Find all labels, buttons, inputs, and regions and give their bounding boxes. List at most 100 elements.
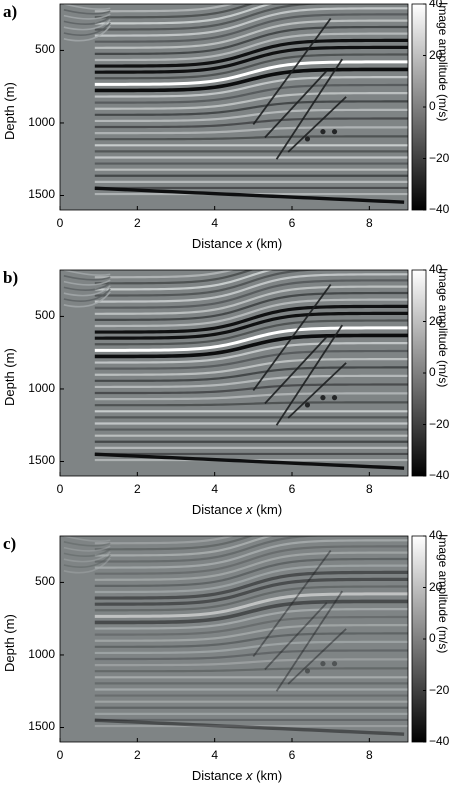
reflector	[94, 67, 408, 93]
colorbar-tick-label: −20	[429, 150, 450, 165]
reflector	[94, 539, 408, 569]
reflector	[94, 38, 408, 68]
y-tick-label: 1000	[28, 646, 55, 661]
y-tick-label: 1500	[28, 453, 55, 468]
reflector	[94, 557, 408, 587]
y-tick-label: 1000	[28, 114, 55, 129]
fault-reflector	[264, 602, 328, 671]
colorbar-tick-label: 40	[429, 528, 443, 542]
x-axis-label: Distance x (km)	[191, 768, 283, 783]
reflector	[94, 536, 334, 563]
fault-reflector	[252, 17, 332, 125]
fault-reflector	[252, 283, 332, 391]
x-tick-label: 4	[211, 748, 218, 762]
seismic-image-plot	[59, 535, 427, 743]
reflector	[94, 53, 408, 80]
diffractor	[331, 661, 338, 667]
reflector	[94, 640, 408, 655]
reflector	[94, 649, 408, 661]
colorbar-tick-label: 0	[429, 631, 436, 645]
panel-label: b)	[3, 268, 19, 287]
x-tick-label: 8	[365, 482, 373, 496]
reflector	[94, 319, 408, 346]
y-axis-label: Depth (m)	[2, 82, 17, 140]
reflector	[94, 32, 408, 62]
fault-reflector	[264, 336, 328, 405]
edge-artifact	[63, 275, 111, 281]
y-tick-label: 500	[34, 574, 55, 589]
x-tick-label: 6	[288, 482, 296, 496]
panel-a: a) Depth (m) Image amplitude (m/s) Dista…	[0, 0, 474, 266]
axes-frame	[59, 3, 409, 211]
reflector	[94, 342, 408, 364]
colorbar-tick-label: 40	[429, 262, 443, 276]
reflector	[94, 392, 408, 401]
reflector	[94, 615, 408, 636]
reflector	[94, 624, 408, 642]
reflector	[94, 100, 408, 116]
reflector	[94, 298, 408, 328]
reflector	[94, 349, 408, 370]
reflector	[94, 658, 408, 667]
reflector	[94, 76, 408, 98]
reflector	[94, 311, 408, 340]
reflector	[94, 92, 408, 110]
colorbar-label: Image amplitude (m/s)	[436, 534, 450, 654]
panel-label: c)	[3, 534, 17, 553]
fault-reflector	[252, 549, 332, 657]
fault-reflector	[275, 58, 344, 160]
colorbar-tick-label: 20	[429, 579, 443, 594]
colorbar-label: Image amplitude (m/s)	[436, 2, 450, 122]
fault-reflector	[275, 590, 344, 692]
reflector	[94, 570, 408, 600]
x-tick-label: 6	[288, 216, 296, 230]
reflector	[94, 4, 275, 25]
x-axis-label: Distance x (km)	[191, 502, 283, 517]
reflector	[94, 7, 408, 37]
edge-artifact	[63, 282, 111, 291]
reflector	[94, 326, 408, 352]
y-tick-label: 500	[34, 308, 55, 323]
reflector	[94, 4, 236, 13]
reflector	[94, 25, 408, 55]
reflector-group	[63, 270, 408, 470]
edge-artifact	[63, 4, 111, 10]
fault-reflector	[264, 70, 328, 139]
reflector	[94, 551, 408, 581]
reflector	[94, 366, 408, 382]
reflector	[94, 83, 408, 104]
edge-artifact	[63, 13, 111, 20]
fault-reflector	[287, 96, 347, 153]
diffractor	[304, 402, 311, 408]
reflector-group	[63, 4, 408, 204]
edge-artifact	[63, 19, 111, 31]
x-tick-label: 6	[288, 748, 296, 762]
reflector	[94, 273, 408, 303]
reflector	[94, 270, 236, 279]
image-background	[60, 536, 408, 742]
colorbar-tick-label: −40	[429, 468, 450, 482]
colorbar-tick-label: 20	[429, 313, 443, 328]
reflector	[94, 545, 408, 575]
seismic-image-plot	[59, 269, 427, 477]
reflector	[94, 126, 408, 135]
colorbar-tick-label: −20	[429, 682, 450, 697]
diffractor	[331, 129, 338, 135]
edge-artifact	[63, 288, 111, 302]
x-tick-label: 2	[133, 482, 141, 496]
colorbar-tick-label: −40	[429, 734, 450, 748]
reflector	[94, 564, 408, 594]
edge-artifact	[63, 541, 111, 547]
reflector	[94, 45, 408, 74]
reflector	[94, 60, 408, 86]
panel-label: a)	[3, 2, 18, 21]
y-tick-label: 500	[34, 42, 55, 57]
reflector	[94, 304, 408, 334]
colorbar-tick-label: 0	[429, 365, 436, 379]
colorbar-tick-label: 20	[429, 47, 443, 62]
edge-artifact	[63, 270, 111, 276]
y-tick-label: 1500	[28, 187, 55, 202]
x-tick-label: 4	[211, 216, 218, 230]
colorbar-label: Image amplitude (m/s)	[436, 268, 450, 388]
reflector	[94, 536, 236, 545]
